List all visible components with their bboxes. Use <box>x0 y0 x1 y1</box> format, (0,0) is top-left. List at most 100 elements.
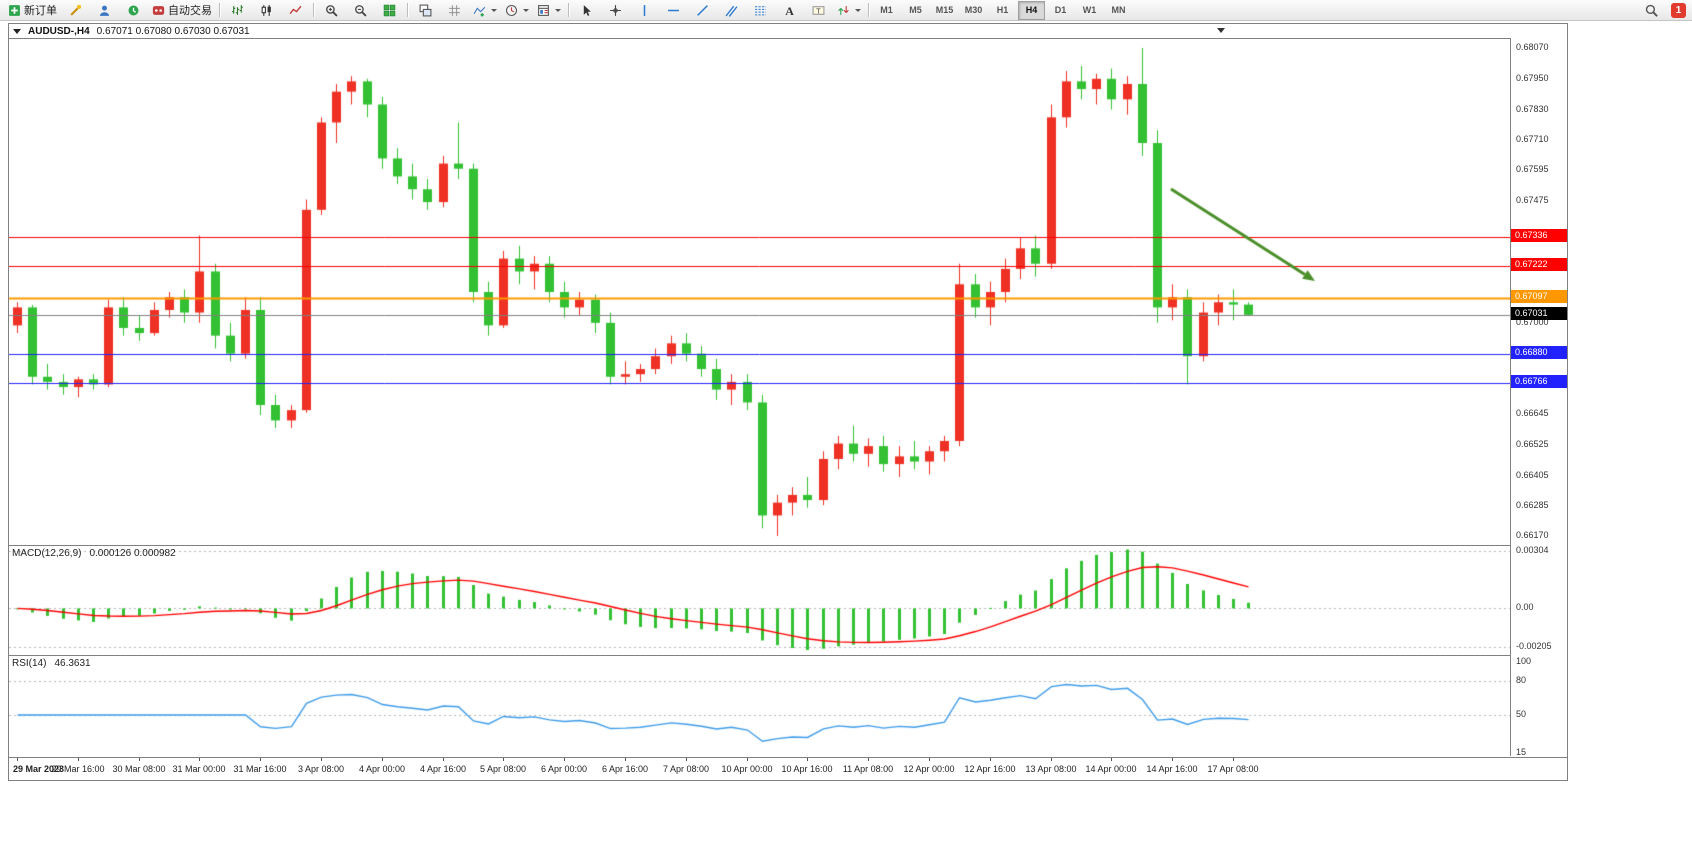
price-label: 0.67097 <box>1511 290 1567 303</box>
profiles-icon <box>98 4 111 17</box>
price-tick: 100 <box>1516 656 1532 666</box>
time-label: 7 Apr 08:00 <box>662 764 710 774</box>
time-label: 12 Apr 00:00 <box>903 764 955 774</box>
time-tick <box>139 758 140 761</box>
candlestick-button[interactable] <box>252 0 281 20</box>
market-watch-button[interactable] <box>119 0 148 20</box>
time-tick <box>1172 758 1173 761</box>
price-tick: 0.66525 <box>1516 438 1549 449</box>
candlestick-icon <box>260 4 273 17</box>
time-tick <box>443 758 444 761</box>
candlestick-chart[interactable] <box>9 39 1510 545</box>
timeframe-m1-button[interactable]: M1 <box>880 5 893 15</box>
time-label: 14 Apr 16:00 <box>1146 764 1198 774</box>
cursor-icon <box>580 4 593 17</box>
crosshair-button[interactable] <box>601 0 630 20</box>
price-tick: 0.67475 <box>1516 194 1549 205</box>
zoom-in-button[interactable] <box>317 0 346 20</box>
chart-header: AUDUSD-,H4 0.67071 0.67080 0.67030 0.670… <box>9 24 1567 39</box>
dropdown-caret-icon <box>491 8 497 12</box>
zoom-out-button[interactable] <box>346 0 375 20</box>
trendline-button[interactable] <box>688 0 717 20</box>
vertical-line-icon <box>638 4 651 17</box>
time-tick <box>807 758 808 761</box>
timeframe-w1-button[interactable]: W1 <box>1082 5 1097 15</box>
dropdown-caret-icon <box>555 8 561 12</box>
periods-icon <box>505 4 518 17</box>
template-button[interactable] <box>533 0 565 20</box>
cursor-button[interactable] <box>572 0 601 20</box>
add-indicator-button[interactable] <box>469 0 501 20</box>
time-tick <box>1051 758 1052 761</box>
timeframe-m30-button[interactable]: M30 <box>964 5 983 15</box>
price-tick: 0.67000 <box>1516 316 1549 327</box>
macd-chart[interactable] <box>9 546 1510 655</box>
time-label: 5 Apr 08:00 <box>479 764 527 774</box>
time-tick <box>199 758 200 761</box>
price-tick: 80 <box>1516 674 1527 685</box>
horizontal-line-icon <box>667 4 680 17</box>
time-tick <box>747 758 748 761</box>
profiles-button[interactable] <box>90 0 119 20</box>
timeframe-d1-button[interactable]: D1 <box>1054 5 1067 15</box>
time-tick <box>686 758 687 761</box>
notification-badge[interactable]: 1 <box>1671 2 1686 18</box>
text-button[interactable]: A <box>775 0 804 20</box>
time-tick <box>929 758 930 761</box>
time-tick <box>321 758 322 761</box>
text-label-button[interactable]: T <box>804 0 833 20</box>
tile-windows-icon <box>383 4 396 17</box>
time-tick <box>868 758 869 761</box>
time-label: 31 Mar 00:00 <box>172 764 226 774</box>
search-icon <box>1645 4 1658 17</box>
time-label: 14 Apr 00:00 <box>1085 764 1137 774</box>
timeframe-h1-button[interactable]: H1 <box>996 5 1009 15</box>
time-label: 12 Apr 16:00 <box>964 764 1016 774</box>
grid-icon <box>448 4 461 17</box>
search-button[interactable] <box>1637 0 1666 20</box>
price-tick: 50 <box>1516 709 1527 719</box>
timeframe-m5-button[interactable]: M5 <box>909 5 922 15</box>
new-order-button[interactable]: 新订单 <box>4 0 61 20</box>
line-chart-button[interactable] <box>281 0 310 20</box>
price-label: 0.67336 <box>1511 229 1567 242</box>
auto-arrange-button[interactable] <box>411 0 440 20</box>
time-tick <box>990 758 991 761</box>
svg-text:T: T <box>816 6 821 15</box>
time-tick <box>503 758 504 761</box>
toolbar-separator <box>407 3 408 17</box>
bar-chart-button[interactable] <box>223 0 252 20</box>
time-tick <box>1233 758 1234 761</box>
tile-windows-button[interactable] <box>375 0 404 20</box>
timeframe-h4-button[interactable]: H4 <box>1018 0 1045 20</box>
time-tick <box>78 758 79 761</box>
time-label: 17 Apr 08:00 <box>1207 764 1259 774</box>
line-chart-icon <box>289 4 302 17</box>
time-tick <box>382 758 383 761</box>
price-label: 0.66880 <box>1511 346 1567 359</box>
grid-button[interactable] <box>440 0 469 20</box>
timeframe-mn-button[interactable]: MN <box>1111 5 1126 15</box>
timeframe-m15-button[interactable]: M15 <box>935 5 954 15</box>
one-click-collapse-icon[interactable] <box>13 28 21 34</box>
channel-button[interactable] <box>717 0 746 20</box>
autotrade-button[interactable]: 自动交易 <box>148 0 216 20</box>
price-tick: 0.66285 <box>1516 500 1549 511</box>
time-label: 10 Apr 16:00 <box>781 764 833 774</box>
chart-shift-marker-icon <box>1217 28 1225 33</box>
chart-ohlc: 0.67071 0.67080 0.67030 0.67031 <box>96 25 250 37</box>
price-tick: 0.00 <box>1516 602 1534 613</box>
zoom-in-icon <box>325 4 338 17</box>
zoom-out-icon <box>354 4 367 17</box>
vertical-line-button[interactable] <box>630 0 659 20</box>
rsi-chart[interactable] <box>9 656 1510 757</box>
chart-wizard-button[interactable] <box>61 0 90 20</box>
horizontal-line-button[interactable] <box>659 0 688 20</box>
time-tick <box>17 758 18 761</box>
main-chart-panel <box>9 39 1567 545</box>
chart-window: AUDUSD-,H4 0.67071 0.67080 0.67030 0.670… <box>8 23 1568 781</box>
fibonacci-button[interactable] <box>746 0 775 20</box>
periods-button[interactable] <box>501 0 533 20</box>
arrows-button[interactable] <box>833 0 865 20</box>
auto-arrange-icon <box>419 4 432 17</box>
